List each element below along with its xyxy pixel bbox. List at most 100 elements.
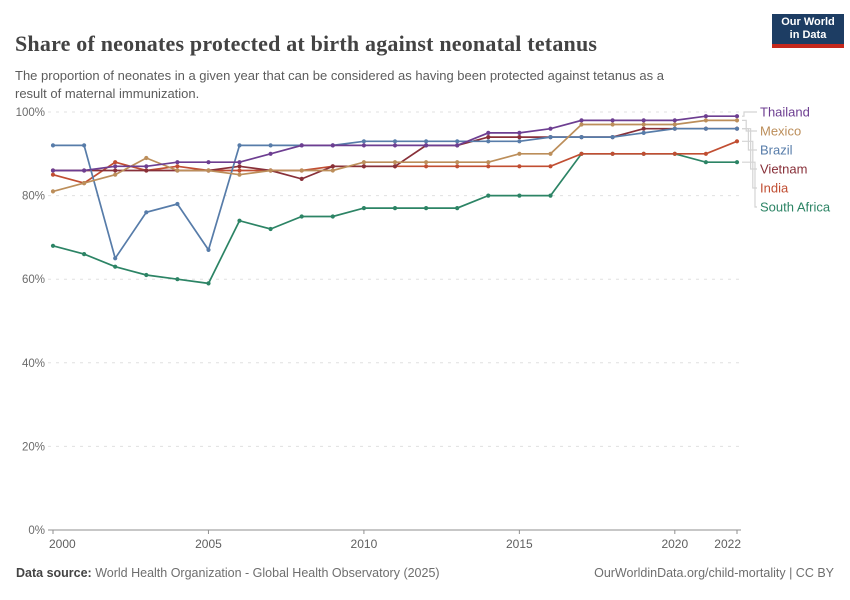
data-point[interactable] [424, 160, 429, 165]
data-point[interactable] [82, 143, 87, 148]
data-point[interactable] [703, 114, 709, 119]
data-point[interactable] [392, 206, 398, 211]
data-point[interactable] [672, 126, 677, 131]
data-point[interactable] [455, 139, 460, 144]
data-point[interactable] [517, 130, 522, 135]
data-point[interactable] [268, 143, 273, 148]
data-point[interactable] [579, 151, 584, 156]
data-point[interactable] [641, 126, 646, 131]
data-point[interactable] [268, 168, 273, 173]
data-point[interactable] [113, 168, 118, 173]
data-point[interactable] [548, 126, 553, 131]
data-point[interactable] [330, 214, 335, 219]
data-point[interactable] [113, 172, 118, 177]
data-point[interactable] [486, 193, 491, 198]
data-point[interactable] [548, 151, 553, 156]
owid-url-link[interactable]: OurWorldinData.org/child-mortality [594, 566, 786, 580]
data-point[interactable] [703, 151, 709, 156]
data-point[interactable] [734, 139, 740, 144]
data-point[interactable] [113, 160, 118, 165]
data-point[interactable] [82, 181, 87, 186]
data-point[interactable] [175, 168, 180, 173]
data-point[interactable] [144, 210, 149, 215]
data-point[interactable] [424, 139, 429, 144]
data-point[interactable] [641, 122, 646, 127]
legend-item-mexico[interactable]: Mexico [760, 124, 801, 139]
legend-item-thailand[interactable]: Thailand [760, 105, 810, 120]
data-point[interactable] [299, 143, 304, 148]
line-chart[interactable]: 0%20%40%60%80%100%2000 2005 2010 2015 2020 20… [0, 0, 850, 560]
data-point[interactable] [392, 164, 398, 169]
data-point[interactable] [237, 143, 242, 148]
data-point[interactable] [299, 176, 304, 181]
data-point[interactable] [455, 206, 460, 211]
data-point[interactable] [486, 139, 491, 144]
data-point[interactable] [237, 168, 242, 173]
series-line-thailand[interactable] [50, 114, 740, 173]
data-point[interactable] [268, 226, 273, 232]
data-point[interactable] [486, 130, 491, 135]
data-point[interactable] [175, 201, 180, 207]
data-point[interactable] [641, 151, 646, 156]
data-point[interactable] [641, 130, 646, 135]
data-point[interactable] [486, 164, 491, 169]
legend-item-brazil[interactable]: Brazil [760, 143, 793, 158]
data-point[interactable] [392, 160, 398, 165]
owid-logo[interactable]: Our World in Data [772, 14, 844, 48]
data-point[interactable] [175, 277, 180, 282]
data-point[interactable] [144, 168, 149, 173]
data-point[interactable] [113, 164, 118, 169]
data-point[interactable] [361, 206, 366, 211]
data-point[interactable] [361, 139, 366, 144]
data-point[interactable] [517, 135, 522, 140]
data-point[interactable] [268, 151, 273, 156]
data-point[interactable] [610, 135, 615, 140]
data-point[interactable] [330, 143, 335, 148]
data-point[interactable] [237, 172, 242, 177]
series-line-south-africa[interactable] [50, 151, 740, 286]
data-point[interactable] [175, 164, 180, 169]
data-point[interactable] [579, 135, 584, 140]
data-point[interactable] [486, 135, 491, 140]
data-point[interactable] [206, 168, 211, 173]
data-point[interactable] [734, 114, 740, 119]
data-point[interactable] [424, 164, 429, 169]
data-point[interactable] [672, 151, 677, 156]
data-point[interactable] [175, 160, 180, 165]
legend-item-south-africa[interactable]: South Africa [760, 200, 831, 215]
data-point[interactable] [82, 168, 87, 173]
data-point[interactable] [703, 160, 709, 165]
data-point[interactable] [424, 143, 429, 148]
data-point[interactable] [517, 193, 522, 198]
data-point[interactable] [330, 164, 335, 169]
data-point[interactable] [517, 151, 522, 156]
data-point[interactable] [237, 164, 242, 169]
data-point[interactable] [50, 189, 56, 194]
data-point[interactable] [548, 193, 553, 198]
data-point[interactable] [455, 143, 460, 148]
data-point[interactable] [579, 118, 584, 123]
data-point[interactable] [455, 160, 460, 165]
data-point[interactable] [672, 122, 677, 127]
data-point[interactable] [206, 247, 211, 252]
data-point[interactable] [206, 281, 211, 286]
data-point[interactable] [455, 164, 460, 169]
data-point[interactable] [610, 122, 615, 127]
data-point[interactable] [517, 139, 522, 144]
data-point[interactable] [330, 168, 335, 173]
data-point[interactable] [610, 118, 615, 123]
data-point[interactable] [237, 160, 242, 165]
data-point[interactable] [734, 118, 740, 123]
data-point[interactable] [392, 139, 398, 144]
data-point[interactable] [703, 126, 709, 131]
data-point[interactable] [206, 160, 211, 165]
data-point[interactable] [703, 118, 709, 123]
data-point[interactable] [144, 272, 149, 278]
legend-item-india[interactable]: India [760, 181, 789, 196]
data-point[interactable] [641, 118, 646, 123]
data-point[interactable] [82, 252, 87, 257]
data-point[interactable] [548, 135, 553, 140]
data-point[interactable] [50, 243, 56, 248]
data-point[interactable] [548, 164, 553, 169]
data-point[interactable] [144, 164, 149, 169]
